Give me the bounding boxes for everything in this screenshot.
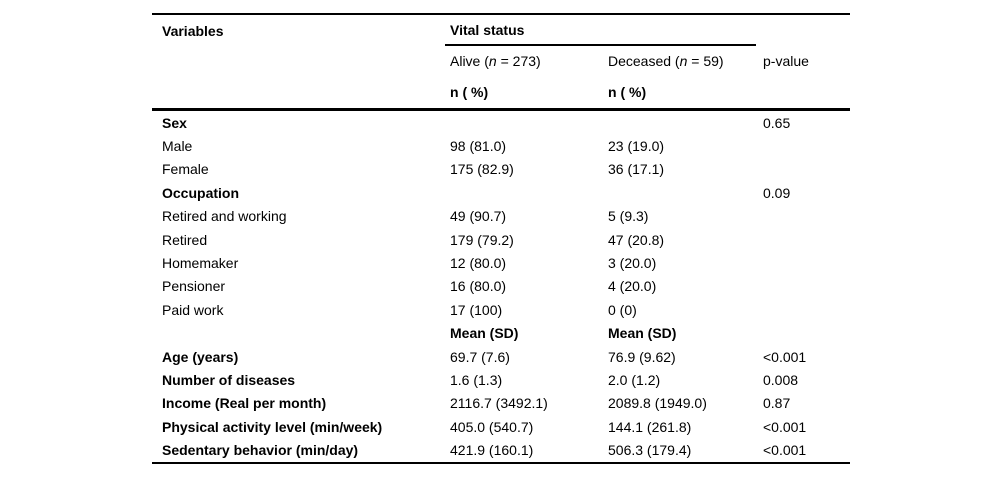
row-label: Occupation <box>162 184 240 201</box>
table-row-retired: Retired 179 (79.2) 47 (20.8) <box>152 228 850 251</box>
cell-deceased: Mean (SD) <box>608 325 677 342</box>
cell-alive: 405.0 (540.7) <box>450 418 534 435</box>
header-row-groups: Alive (n = 273) Deceased (n = 59) p-valu… <box>152 46 850 76</box>
table-row-income: Income (Real per month) 2116.7 (3492.1) … <box>152 392 850 415</box>
cell-deceased: 0 (0) <box>608 301 637 318</box>
col-header-p-value: p-value <box>763 53 809 69</box>
table-row-paid-work: Paid work 17 (100) 0 (0) <box>152 298 850 321</box>
table-row-homemaker: Homemaker 12 (80.0) 3 (20.0) <box>152 251 850 274</box>
cell-alive: 17 (100) <box>450 301 503 318</box>
row-label: Income (Real per month) <box>162 395 327 412</box>
cell-deceased: 2089.8 (1949.0) <box>608 395 707 412</box>
row-label: Homemaker <box>162 255 239 272</box>
cell-deceased: 23 (19.0) <box>608 138 665 155</box>
table-row-pensioner: Pensioner 16 (80.0) 4 (20.0) <box>152 275 850 298</box>
cell-p-value: <0.001 <box>763 348 807 365</box>
row-label: Retired <box>162 231 208 248</box>
alive-n-symbol: n <box>488 53 497 69</box>
cell-alive: 1.6 (1.3) <box>450 371 503 388</box>
subheader-n-pct-alive: n ( %) <box>450 84 489 100</box>
subheader-n-pct-deceased: n ( %) <box>608 84 647 100</box>
cell-deceased: 506.3 (179.4) <box>608 442 692 459</box>
col-header-variables: Variables <box>162 22 224 39</box>
row-label: Paid work <box>162 301 224 318</box>
alive-prefix: Alive ( <box>450 53 489 69</box>
row-label: Sex <box>162 114 187 131</box>
cell-deceased: 4 (20.0) <box>608 278 657 295</box>
row-label: Pensioner <box>162 278 226 295</box>
cell-p-value: <0.001 <box>763 418 807 435</box>
cell-alive: 2116.7 (3492.1) <box>450 395 548 412</box>
header-row-group: Variables Vital status <box>152 15 850 46</box>
cell-p-value: 0.008 <box>763 371 799 388</box>
col-header-alive: Alive (n = 273) <box>450 53 608 69</box>
table-row-age: Age (years) 69.7 (7.6) 76.9 (9.62) <0.00… <box>152 345 850 368</box>
cell-deceased: 144.1 (261.8) <box>608 418 692 435</box>
cell-alive: 12 (80.0) <box>450 255 507 272</box>
row-label: Physical activity level (min/week) <box>162 418 383 435</box>
cell-alive: 175 (82.9) <box>450 161 514 178</box>
table-row-physical-activity: Physical activity level (min/week) 405.0… <box>152 415 850 438</box>
cell-p-value: 0.09 <box>763 184 791 201</box>
row-label: Female <box>162 161 209 178</box>
row-label: Number of diseases <box>162 371 296 388</box>
table-header: Variables Vital status Alive (n = 273) D… <box>152 15 850 111</box>
cell-alive: 179 (79.2) <box>450 231 514 248</box>
table-row-diseases: Number of diseases 1.6 (1.3) 2.0 (1.2) 0… <box>152 368 850 391</box>
row-label: Retired and working <box>162 208 287 225</box>
cell-deceased: 2.0 (1.2) <box>608 371 661 388</box>
table-row-occupation: Occupation 0.09 <box>152 181 850 204</box>
table-row-sex: Sex 0.65 <box>152 111 850 134</box>
table-row-mean-sd: Mean (SD) Mean (SD) <box>152 322 850 345</box>
header-row-subheaders: n ( %) n ( %) <box>152 76 850 108</box>
row-label: Sedentary behavior (min/day) <box>162 442 359 459</box>
cell-deceased: 5 (9.3) <box>608 208 649 225</box>
cell-alive: 69.7 (7.6) <box>450 348 510 365</box>
cell-alive: 49 (90.7) <box>450 208 507 225</box>
row-label: Male <box>162 138 193 155</box>
vital-status-label: Vital status <box>450 21 525 38</box>
cell-p-value: 0.65 <box>763 114 791 131</box>
table-row-male: Male 98 (81.0) 23 (19.0) <box>152 134 850 157</box>
cell-p-value: <0.001 <box>763 442 807 459</box>
stats-table: Variables Vital status Alive (n = 273) D… <box>152 13 850 464</box>
cell-p-value: 0.87 <box>763 395 791 412</box>
cell-deceased: 36 (17.1) <box>608 161 665 178</box>
cell-alive: 16 (80.0) <box>450 278 507 295</box>
cell-alive: Mean (SD) <box>450 325 519 342</box>
col-header-vital-status: Vital status <box>445 15 756 46</box>
cell-alive: 98 (81.0) <box>450 138 507 155</box>
col-header-deceased: Deceased (n = 59) <box>608 53 763 69</box>
table-row-sedentary: Sedentary behavior (min/day) 421.9 (160.… <box>152 438 850 461</box>
alive-suffix: = 273) <box>496 53 541 69</box>
cell-alive: 421.9 (160.1) <box>450 442 534 459</box>
row-label: Age (years) <box>162 348 239 365</box>
cell-deceased: 47 (20.8) <box>608 231 665 248</box>
table-row-female: Female 175 (82.9) 36 (17.1) <box>152 158 850 181</box>
deceased-prefix: Deceased ( <box>608 53 680 69</box>
deceased-suffix: = 59) <box>687 53 724 69</box>
cell-deceased: 3 (20.0) <box>608 255 657 272</box>
cell-deceased: 76.9 (9.62) <box>608 348 676 365</box>
deceased-n-symbol: n <box>679 53 688 69</box>
table-row-retired-working: Retired and working 49 (90.7) 5 (9.3) <box>152 205 850 228</box>
